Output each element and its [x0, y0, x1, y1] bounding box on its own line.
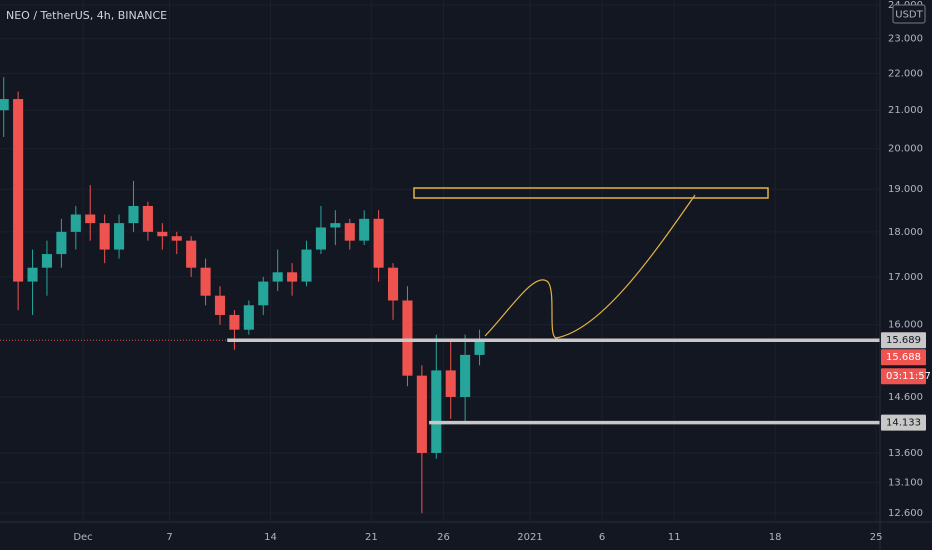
last-price-label: 15.688	[886, 352, 921, 363]
y-tick-label: 21.000	[888, 105, 923, 116]
candle-body	[186, 240, 197, 268]
price-line-label: 14.133	[886, 418, 921, 429]
x-tick-label: 14	[264, 532, 277, 543]
candle-body	[243, 305, 254, 330]
price-line-label-box	[881, 414, 926, 431]
candle-body	[128, 205, 139, 224]
x-tick-label: 18	[769, 532, 782, 543]
target-zone	[413, 187, 769, 199]
candle-body	[272, 272, 283, 282]
y-tick-label: 13.100	[888, 477, 923, 488]
candle-body	[27, 267, 38, 282]
grid	[0, 0, 880, 522]
currency-label[interactable]: USDT	[895, 10, 923, 21]
candle-body	[142, 205, 153, 232]
candle-body	[287, 272, 298, 282]
last-price-label-box	[881, 349, 926, 366]
candle-body	[373, 218, 384, 268]
x-tick-label: Dec	[73, 532, 92, 543]
y-tick-label: 12.600	[888, 508, 923, 519]
candle-body	[344, 223, 355, 241]
candle-body	[402, 300, 413, 376]
x-tick-label: 6	[599, 532, 605, 543]
x-tick-label: 11	[668, 532, 681, 543]
x-tick-label: 21	[365, 532, 378, 543]
price-line-label-box	[881, 332, 926, 349]
candle-body	[258, 281, 269, 306]
axes: 24.00023.00022.00021.00020.00019.00018.0…	[73, 0, 931, 543]
y-tick-label: 14.600	[888, 392, 923, 403]
y-tick-label: 22.000	[888, 69, 923, 80]
candle-body	[330, 223, 341, 228]
candle-body	[229, 314, 240, 330]
candle-body	[359, 218, 370, 241]
candle-body	[460, 354, 471, 397]
candle-body	[99, 223, 110, 250]
candle-body	[445, 370, 456, 397]
countdown-label-box	[881, 368, 926, 385]
y-tick-label: 16.000	[888, 320, 923, 331]
candle-body	[0, 99, 9, 111]
candle-body	[474, 340, 485, 355]
chart-title: NEO / TetherUS, 4h, BINANCE	[6, 9, 167, 22]
candle-body	[387, 267, 399, 301]
y-tick-label: 23.000	[888, 33, 923, 44]
candle-body	[214, 295, 226, 315]
currency-box[interactable]	[892, 4, 926, 24]
candle-body	[301, 249, 312, 282]
candle-body	[41, 254, 53, 268]
y-tick-label: 18.000	[888, 227, 923, 238]
y-tick-label: 20.000	[888, 144, 923, 155]
candle-body	[416, 375, 427, 453]
candle-body	[171, 236, 182, 241]
x-tick-label: 26	[437, 532, 450, 543]
candle-body	[157, 231, 168, 237]
plot-area	[0, 77, 880, 514]
y-tick-label: 19.000	[888, 184, 923, 195]
candle-body	[114, 223, 125, 250]
candle-body	[85, 214, 96, 224]
candle-body	[70, 214, 81, 232]
candle-body	[56, 231, 67, 255]
x-tick-label: 7	[166, 532, 172, 543]
y-tick-label: 17.000	[888, 272, 923, 283]
x-tick-label: 25	[870, 532, 883, 543]
x-tick-label: 2021	[517, 532, 542, 543]
price-line-label: 15.689	[886, 335, 921, 346]
candle-body	[431, 370, 442, 453]
y-tick-label: 13.600	[888, 448, 923, 459]
candle-body	[13, 99, 24, 282]
candle-body	[315, 227, 326, 250]
candle-body	[200, 267, 211, 296]
projection-path	[484, 194, 696, 339]
countdown-label: 03:11:57	[886, 371, 931, 382]
